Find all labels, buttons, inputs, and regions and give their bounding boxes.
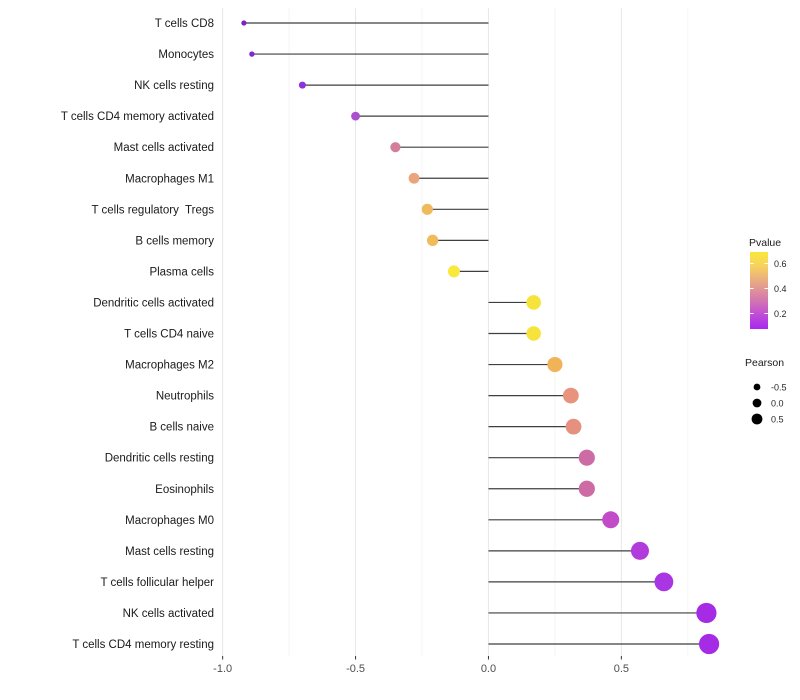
row-dot xyxy=(390,142,401,153)
row-label: Macrophages M0 xyxy=(125,515,214,527)
lollipop-row: Plasma cells xyxy=(149,265,489,278)
colorbar-tick-label: 0.4 xyxy=(774,284,787,294)
row-dot xyxy=(562,387,579,404)
row-label: Plasma cells xyxy=(149,266,214,278)
lollipop-row: Mast cells activated xyxy=(114,142,489,154)
colorbar-tick-label: 0.6 xyxy=(774,259,787,269)
row-label: Macrophages M1 xyxy=(125,173,214,185)
row-dot xyxy=(408,172,420,184)
size-dot xyxy=(751,413,763,425)
legend-pearson: Pearson -0.5 0.0 0.5 xyxy=(745,357,787,425)
row-label: T cells CD4 naive xyxy=(124,329,214,341)
row-dot xyxy=(578,480,595,497)
lollipop-row: NK cells activated xyxy=(123,602,717,624)
row-label: T cells CD4 memory activated xyxy=(61,111,214,123)
x-axis: -1.0 -0.5 0.0 0.5 xyxy=(213,656,629,675)
x-tick-label: -0.5 xyxy=(346,663,365,675)
x-tick-label: -1.0 xyxy=(213,663,232,675)
row-label: NK cells activated xyxy=(123,608,214,620)
row-dot xyxy=(526,326,541,341)
size-label: 0.5 xyxy=(771,415,784,425)
lollipop-row: B cells naive xyxy=(149,418,582,435)
size-label: 0.0 xyxy=(771,399,784,409)
row-dot xyxy=(298,81,306,89)
row-dot xyxy=(565,418,582,435)
legend-pvalue: Pvalue 0.6 0.4 0.2 xyxy=(749,237,787,329)
lollipop-row: T cells CD4 naive xyxy=(124,326,541,341)
row-label: B cells naive xyxy=(149,422,214,434)
row-label: Neutrophils xyxy=(156,391,214,403)
size-dot xyxy=(752,398,762,408)
lollipop-row: Mast cells resting xyxy=(125,541,649,560)
row-dot xyxy=(447,265,460,278)
row-label: Mast cells activated xyxy=(114,142,214,154)
lollipop-row: T cells follicular helper xyxy=(100,572,674,592)
row-label: Eosinophils xyxy=(155,484,214,496)
lollipop-row: Macrophages M1 xyxy=(125,172,489,185)
row-label: Monocytes xyxy=(158,49,214,61)
lollipop-row: B cells memory xyxy=(135,234,489,247)
row-label: T cells CD8 xyxy=(155,18,214,30)
x-tick-label: 0.5 xyxy=(614,663,629,675)
lollipop-row: T cells CD8 xyxy=(155,18,489,30)
row-label: NK cells resting xyxy=(134,80,214,92)
lollipop-row: Dendritic cells resting xyxy=(105,449,595,466)
row-label: Dendritic cells resting xyxy=(105,453,214,465)
row-dot xyxy=(578,449,595,466)
legend-pvalue-title: Pvalue xyxy=(749,237,781,249)
lollipop-row: T cells regulatory Tregs xyxy=(91,203,489,216)
lollipop-row: Macrophages M0 xyxy=(125,511,620,529)
colorbar-tick-label: 0.2 xyxy=(774,309,787,319)
size-dot xyxy=(753,383,761,391)
row-dot xyxy=(547,356,563,373)
row-dot xyxy=(249,51,255,57)
lollipop-row: T cells CD4 memory activated xyxy=(61,111,489,123)
gridlines xyxy=(222,8,689,656)
lollipop-row: NK cells resting xyxy=(134,80,489,92)
row-label: T cells CD4 memory resting xyxy=(72,639,214,651)
row-label: Macrophages M2 xyxy=(125,360,214,372)
legend-pearson-title: Pearson xyxy=(745,357,784,369)
row-dot xyxy=(426,234,439,247)
row-dot xyxy=(526,295,541,310)
row-label: T cells follicular helper xyxy=(100,577,214,589)
row-dot xyxy=(654,572,674,592)
row-dot xyxy=(351,111,360,121)
x-tick-label: 0.0 xyxy=(481,663,496,675)
row-dot xyxy=(602,511,620,529)
lollipop-row: Eosinophils xyxy=(155,480,595,497)
lollipop-row: Dendritic cells activated xyxy=(93,295,541,310)
lollipop-row: Neutrophils xyxy=(156,387,579,404)
row-dot xyxy=(241,20,247,26)
size-label: -0.5 xyxy=(771,383,787,393)
row-dot xyxy=(630,541,649,560)
rows: T cells CD8 Monocytes NK cells resting T ce… xyxy=(61,18,720,655)
lollipop-row: Monocytes xyxy=(158,49,489,61)
row-label: Mast cells resting xyxy=(125,546,214,558)
colorbar xyxy=(750,252,768,329)
row-label: Dendritic cells activated xyxy=(93,297,214,309)
lollipop-row: Macrophages M2 xyxy=(125,356,563,373)
row-dot xyxy=(696,602,717,624)
row-label: B cells memory xyxy=(135,235,214,247)
row-label: T cells regulatory Tregs xyxy=(91,204,214,216)
row-dot xyxy=(421,203,433,215)
row-dot xyxy=(698,633,720,655)
lollipop-row: T cells CD4 memory resting xyxy=(72,633,720,655)
